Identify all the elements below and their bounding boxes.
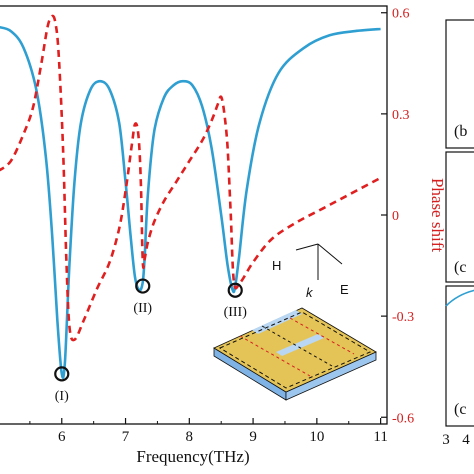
right-axis-label: Phase shift [428, 178, 447, 252]
side-panel-c2-label: (c [454, 401, 466, 418]
side-panel-tick-4: 4 [462, 432, 470, 448]
side-panel-b [445, 19, 474, 149]
field-axes-diagram: H E k [272, 243, 349, 300]
metasurface-unit-cell [213, 307, 377, 401]
x-tick-label: 8 [186, 429, 194, 445]
y-right-tick-label: -0.6 [392, 411, 414, 426]
phase-shift-curve [0, 14, 382, 342]
y-right-tick-label: -0.3 [392, 310, 414, 325]
side-panel-c1 [445, 151, 474, 283]
resonance-label: (III) [224, 305, 248, 320]
h-axis-line [295, 243, 319, 251]
x-tick-label: 11 [373, 429, 387, 445]
resonance-marker [54, 366, 70, 382]
side-panel-b-label: (b [454, 123, 467, 140]
y-right-tick-label: 0 [392, 209, 399, 224]
x-axis-label: Frequency(THz) [136, 447, 249, 466]
x-tick-label: 10 [309, 429, 324, 445]
x-tick-label: 6 [58, 429, 66, 445]
y-right-tick-label: 0.6 [392, 7, 410, 22]
y-right-tick-label: 0.3 [392, 108, 410, 123]
side-panel-curve [445, 289, 474, 307]
x-tick-label: 9 [249, 429, 257, 445]
gap-stripe-1 [252, 310, 302, 334]
resonance-marker [135, 278, 151, 294]
resonance-label: (II) [133, 301, 152, 316]
side-panels: (b (c (c 3 4 [442, 19, 474, 448]
resonance-label: (I) [55, 389, 69, 404]
gap-stripe-2 [276, 334, 324, 356]
y-right-ticks: 0.6 0.3 0 -0.3 -0.6 [381, 7, 414, 426]
annotation-layer: (I) (II) (III) [54, 278, 248, 404]
x-ticks: 6 7 8 9 10 11 [29, 418, 388, 445]
e-axis-line [317, 243, 343, 265]
cut-line-2 [239, 335, 311, 377]
x-tick-label: 7 [122, 429, 130, 445]
k-label: k [306, 285, 314, 300]
side-panel-c2 [445, 285, 474, 427]
cut-line-1 [261, 325, 333, 367]
side-panel-c1-label: (c [454, 259, 466, 276]
cut-line-3 [289, 317, 355, 355]
resonance-marker [227, 282, 243, 298]
unit-cell-outline [218, 311, 372, 389]
h-label: H [272, 258, 281, 273]
side-panel-tick-3: 3 [442, 432, 450, 448]
e-label: E [340, 282, 349, 297]
